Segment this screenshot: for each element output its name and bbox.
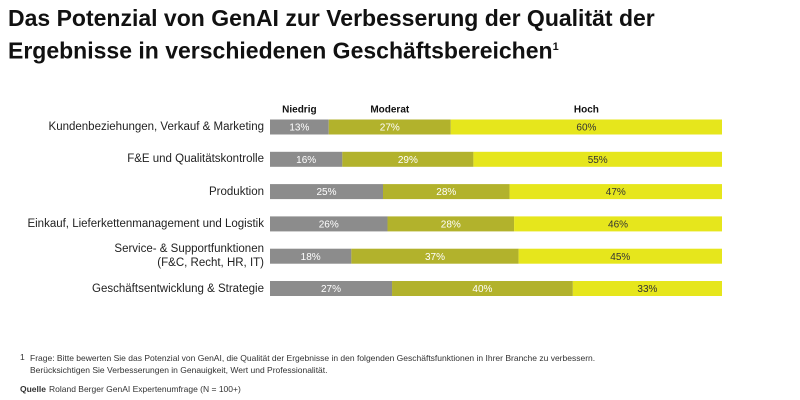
title-text: Das Potenzial von GenAI zur Verbesserung… <box>8 5 655 64</box>
category-label: Kundenbeziehungen, Verkauf & Marketing <box>48 121 264 133</box>
value-label: 37% <box>425 252 445 263</box>
bar-segment <box>383 184 510 200</box>
legend-label: Hoch <box>574 105 599 116</box>
value-label: 16% <box>296 155 316 166</box>
value-label: 28% <box>436 187 456 198</box>
category-label: Service- & Supportfunktionen (F&C, Recht… <box>114 243 264 270</box>
title-note: 1 <box>552 41 559 53</box>
legend-label: Moderat <box>370 105 410 116</box>
value-label: 25% <box>316 187 336 198</box>
bar-segment <box>270 151 343 167</box>
bar-segment <box>509 184 722 200</box>
category-label: Geschäftsentwicklung & Strategie <box>92 282 264 295</box>
value-label: 29% <box>398 155 418 166</box>
value-label: 55% <box>588 155 608 166</box>
value-label: 27% <box>380 123 400 134</box>
value-label: 45% <box>610 252 630 263</box>
source-label: Quelle <box>20 384 46 394</box>
bar-segment <box>351 248 519 264</box>
bar-segment <box>270 248 352 264</box>
value-label: 13% <box>289 123 309 134</box>
bar-segment <box>270 281 393 296</box>
bar-segment <box>450 119 722 135</box>
category-label: F&E und Qualitätskontrolle <box>127 153 264 166</box>
bar-segment <box>270 119 329 135</box>
bar-segment <box>342 151 474 167</box>
footnote: Frage: Bitte bewerten Sie das Potenzial … <box>30 353 596 375</box>
value-label: 18% <box>301 252 321 263</box>
value-label: 28% <box>441 220 461 231</box>
bar-segment <box>518 248 722 264</box>
value-label: 40% <box>472 284 492 295</box>
bar-segment <box>270 184 383 200</box>
bar-segment <box>572 281 722 296</box>
footnote-marker: 1 <box>20 352 25 362</box>
bar-segment <box>473 151 722 167</box>
value-label: 26% <box>319 220 339 231</box>
bar-segment <box>514 216 722 232</box>
value-label: 27% <box>321 284 341 295</box>
value-label: 60% <box>576 123 596 134</box>
value-label: 47% <box>606 187 626 198</box>
bar-segment <box>328 119 451 135</box>
bar-segment <box>270 216 388 232</box>
category-label: Produktion <box>209 185 264 198</box>
bar-segment <box>387 216 515 232</box>
source-text: Roland Berger GenAI Expertenumfrage (N =… <box>48 384 241 394</box>
value-label: 46% <box>608 220 628 231</box>
category-label: Einkauf, Lieferkettenmanagement und Logi… <box>27 217 264 230</box>
source: Quelle Roland Berger GenAI Expertenumfrag… <box>20 384 241 394</box>
value-label: 33% <box>637 284 657 295</box>
legend-label: Niedrig <box>282 105 316 116</box>
bar-segment <box>392 281 573 296</box>
chart-title: Das Potenzial von GenAI zur Verbesserung… <box>8 4 698 66</box>
